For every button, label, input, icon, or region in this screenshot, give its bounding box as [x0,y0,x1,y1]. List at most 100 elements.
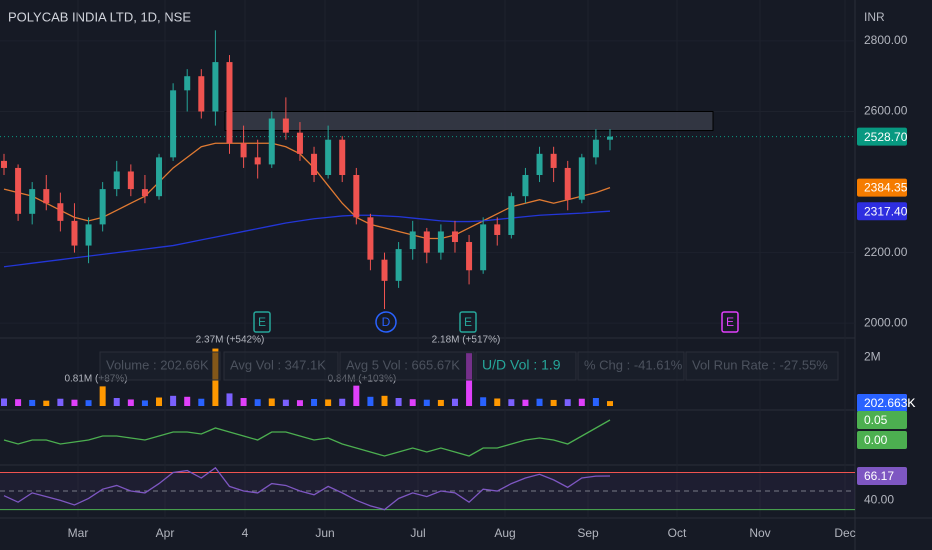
candle-body [381,259,388,281]
price-tag [857,394,907,412]
chart-title: POLYCAB INDIA LTD, 1D, NSE [8,9,191,24]
candle-body [522,174,529,197]
price-tag-label: 0.05 [864,413,888,427]
candle-body [437,231,444,253]
price-tag [857,411,907,429]
volume-bar [437,399,444,406]
volume-bar [170,395,177,406]
stat-text: Avg Vol : 347.1K [230,357,326,372]
event-marker [459,311,477,333]
volume-bar [240,398,247,406]
candle-body [99,189,106,225]
candle-body [325,139,332,175]
volume-bar [550,399,557,406]
stat-box [577,351,685,381]
price-tag-label: 66.17 [864,469,894,483]
volume-bar [353,385,360,406]
volume-bar [282,399,289,406]
event-marker [721,311,739,333]
candle-body [1,160,7,168]
price-tag-label: 2317.40 [864,204,908,218]
stat-text: Avg 5 Vol : 665.67K [346,357,460,372]
candle-body [607,136,613,140]
price-tag [857,202,907,221]
volume-bar [268,398,275,406]
candle-body [43,189,50,204]
event-label: E [726,315,734,329]
volume-bar [296,400,303,406]
y-tick-label: 2800.00 [864,33,908,47]
volume-annotation: 2.37M (+542%) [196,335,265,346]
y-tick-label: 2200.00 [864,245,908,259]
candle-body [480,224,487,271]
volume-bar [85,400,92,406]
candle-body [296,132,303,154]
x-tick-label: Oct [668,526,687,540]
volume-bar [43,400,50,406]
volume-bar [29,399,36,406]
volume-bar [339,398,346,406]
currency: INR [864,10,885,24]
volume-bar [451,398,458,406]
zone [224,110,714,132]
candle-body [29,189,36,214]
volume-bar [395,398,402,406]
x-tick-label: Nov [749,526,770,540]
volume-bar [184,396,191,406]
candle-body [423,231,430,253]
x-tick-label: Dec [834,526,855,540]
volume-bar [508,399,515,406]
candle-body [184,76,191,91]
volume-bar [127,399,134,406]
candle-body [367,217,374,260]
stat-text: Vol Run Rate : -27.55% [692,357,828,372]
price-tag-label: 202.663K [864,396,915,410]
candle-body [57,203,64,221]
rsi-line [3,466,611,511]
candle-body [466,242,473,271]
y-tick-label: 2000.00 [864,315,908,329]
volume-bar [367,396,374,406]
candle-body [550,153,557,168]
candle-body [339,139,346,175]
event-marker [253,311,271,333]
oscillator-line [3,419,611,457]
x-tick-label: Mar [68,526,89,540]
volume-bar [15,399,22,406]
candle-body [127,171,134,190]
x-tick-label: Aug [494,526,515,540]
y-tick-label: 40.00 [864,493,894,507]
candle-body [353,174,360,218]
volume-bar [494,398,501,406]
candle-body [226,62,233,144]
stat-text: Volume : 202.66K [106,357,209,372]
event-label: D [382,315,391,329]
x-tick-label: Jun [315,526,334,540]
volume-bar [578,398,585,406]
candle-body [71,220,78,246]
volume-bar [254,399,261,406]
candle-body [564,167,571,200]
candle-body [282,118,289,133]
candle-body [141,189,148,197]
volume-bar [71,399,78,406]
candle-body [268,118,275,165]
stat-box [685,351,839,381]
stat-box [223,351,339,381]
y-tick-label: 2M [864,350,881,364]
candle-body [311,153,318,175]
stat-text: % Chg : -41.61% [584,357,683,372]
volume-bar [198,398,205,406]
volume-bar [57,398,64,406]
candle-body [198,76,205,112]
candle-body [451,231,458,243]
volume-bar [607,401,613,406]
volume-bar [564,399,571,406]
x-tick-label: 4 [242,526,249,540]
price-tag-label: 0.00 [864,433,888,447]
volume-bar [156,397,163,406]
candle-body [409,231,416,250]
volume-bar [141,400,148,406]
